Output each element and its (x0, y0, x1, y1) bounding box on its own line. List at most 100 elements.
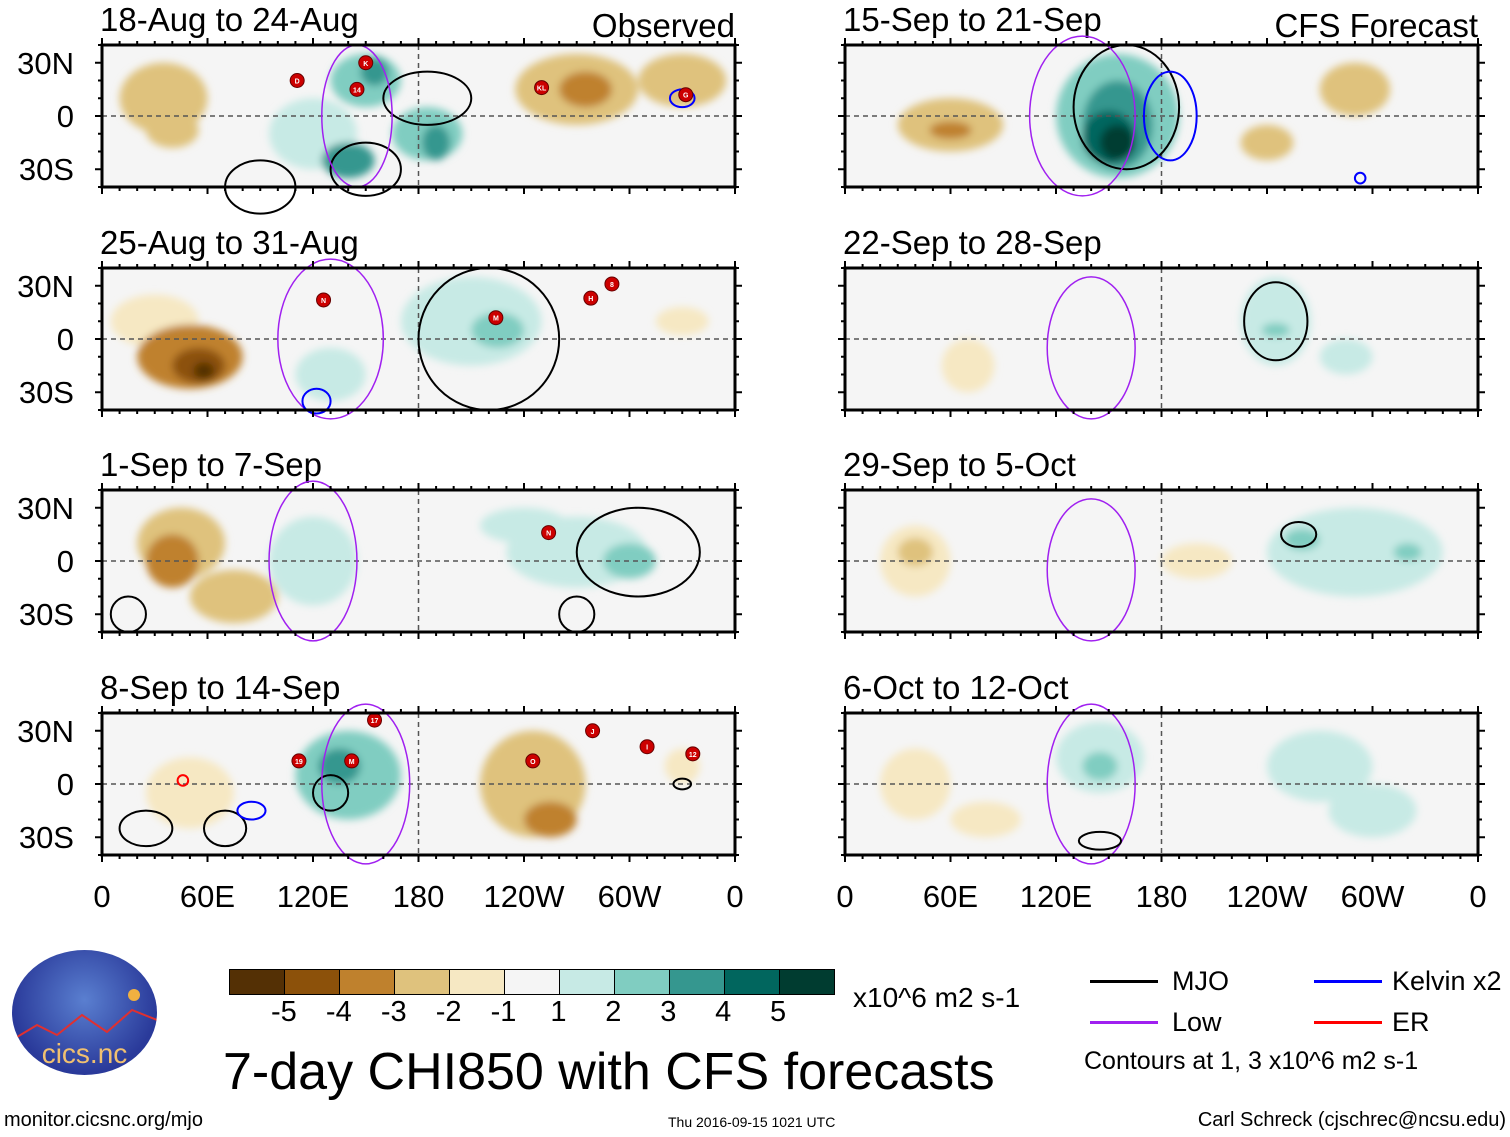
storm-marker: K (358, 55, 374, 71)
panel-title: 8-Sep to 14-Sep (100, 669, 341, 706)
colorbar-tick-label: 3 (660, 996, 677, 1028)
lon-label: 180 (1135, 879, 1188, 914)
storm-marker: KL (534, 80, 550, 96)
contour-low (1028, 35, 1136, 197)
storm-marker: 12 (685, 746, 701, 762)
colorbar-swatch (780, 970, 834, 994)
colorbar-swatch (230, 970, 285, 994)
contour-er (176, 774, 190, 787)
map-panel: N M H 8 (95, 258, 742, 420)
anomaly-region (1267, 507, 1443, 597)
map-panel (838, 703, 1485, 865)
legend-label-low: Low (1172, 1007, 1222, 1037)
contour-low (277, 258, 385, 420)
lat-label: 30N (17, 713, 74, 749)
anomaly-region (400, 276, 542, 366)
contour-kelvin (1142, 70, 1198, 162)
contour-low (1046, 703, 1136, 865)
colorbar-tick-label: -4 (325, 996, 352, 1028)
svg-text:KL: KL (537, 86, 547, 93)
colorbar-swatch (615, 970, 670, 994)
panel-kind-label: Observed (591, 7, 735, 44)
lon-label: 120W (483, 879, 565, 914)
anomaly-region (638, 53, 727, 108)
lat-label: 30S (18, 152, 74, 188)
colorbar-swatch (560, 970, 615, 994)
svg-text:D: D (295, 79, 300, 86)
lon-label: 120E (276, 879, 350, 914)
anomaly-region (1319, 62, 1391, 116)
anomaly-region (559, 71, 612, 108)
colorbar-units: x10^6 m2 s-1 (853, 982, 1021, 1013)
colorbar-swatch (725, 970, 780, 994)
map-panel (838, 261, 1485, 420)
colorbar-swatch (670, 970, 725, 994)
anomaly-region (1319, 339, 1373, 375)
panel-title: 29-Sep to 5-Oct (843, 446, 1076, 483)
anomaly-region (524, 801, 577, 838)
colorbar-tick-label: -1 (490, 996, 517, 1028)
storm-marker: 17 (367, 712, 383, 728)
contour-mjo (382, 70, 473, 126)
contour-mjo (1243, 281, 1309, 362)
colorbar-swatch (285, 970, 340, 994)
svg-text:N: N (546, 531, 551, 538)
svg-text:M: M (493, 316, 499, 323)
anomaly-region (1328, 784, 1417, 838)
map-panel: N (95, 480, 742, 642)
contour-mjo (1280, 520, 1318, 548)
svg-text:G: G (683, 93, 689, 100)
anomaly-region (897, 537, 933, 567)
storm-marker: D (289, 73, 305, 88)
panel-title: 1-Sep to 7-Sep (100, 446, 322, 483)
legend-line-kelvin (1314, 980, 1382, 983)
contour-mjo (1077, 830, 1123, 851)
svg-text:8: 8 (610, 282, 614, 289)
colorbar (229, 969, 835, 995)
contour-note: Contours at 1, 3 x10^6 m2 s-1 (1084, 1047, 1419, 1075)
footer-url: monitor.cicsnc.org/mjo (4, 1109, 203, 1131)
lat-label: 30N (17, 268, 74, 304)
lon-label: 0 (726, 879, 744, 914)
anomaly-region (1240, 124, 1294, 161)
contour-kelvin (236, 800, 267, 821)
contour-low (268, 480, 358, 642)
footer-timestamp: Thu 2016-09-15 1021 UTC (668, 1114, 836, 1130)
legend-line-er (1314, 1021, 1382, 1024)
storm-marker: 14 (349, 81, 365, 97)
lat-label: 0 (56, 767, 74, 802)
panel-title: 15-Sep to 21-Sep (843, 1, 1102, 38)
storm-marker: 8 (604, 276, 620, 292)
contour-mjo (312, 774, 350, 812)
lon-label: 0 (1469, 879, 1487, 914)
storm-marker: O (525, 753, 541, 769)
panel-title: 25-Aug to 31-Aug (100, 224, 359, 261)
lon-label: 180 (392, 879, 445, 914)
colorbar-swatch (505, 970, 560, 994)
panel-title: 6-Oct to 12-Oct (843, 669, 1069, 706)
lat-label: 0 (56, 322, 74, 357)
lat-label: 30S (18, 597, 74, 633)
anomaly-region (1099, 124, 1136, 161)
logo-mountains-icon (12, 989, 157, 1041)
anomaly-region (1240, 276, 1311, 366)
lat-label: 30N (17, 490, 74, 526)
colorbar-tick-label: 4 (715, 996, 732, 1028)
anomaly-region (145, 534, 199, 588)
map-panel (838, 483, 1485, 642)
legend-line-mjo (1090, 980, 1158, 983)
anomaly-region (321, 142, 375, 179)
map-panel: 17 19 M O J I 12 (95, 703, 742, 865)
anomaly-region (929, 121, 972, 140)
lat-label: 30N (17, 45, 74, 81)
anomaly-region (1082, 752, 1118, 781)
anomaly-region (1284, 529, 1320, 551)
lon-label: 60W (597, 879, 662, 914)
contour-mjo (575, 506, 701, 598)
anomaly-region (880, 748, 951, 820)
anomaly-region (1267, 730, 1373, 802)
anomaly-region (950, 801, 1021, 838)
lat-label: 30S (18, 375, 74, 411)
colorbar-tick-label: -3 (380, 996, 407, 1028)
colorbar-tick-label: -5 (271, 996, 297, 1028)
